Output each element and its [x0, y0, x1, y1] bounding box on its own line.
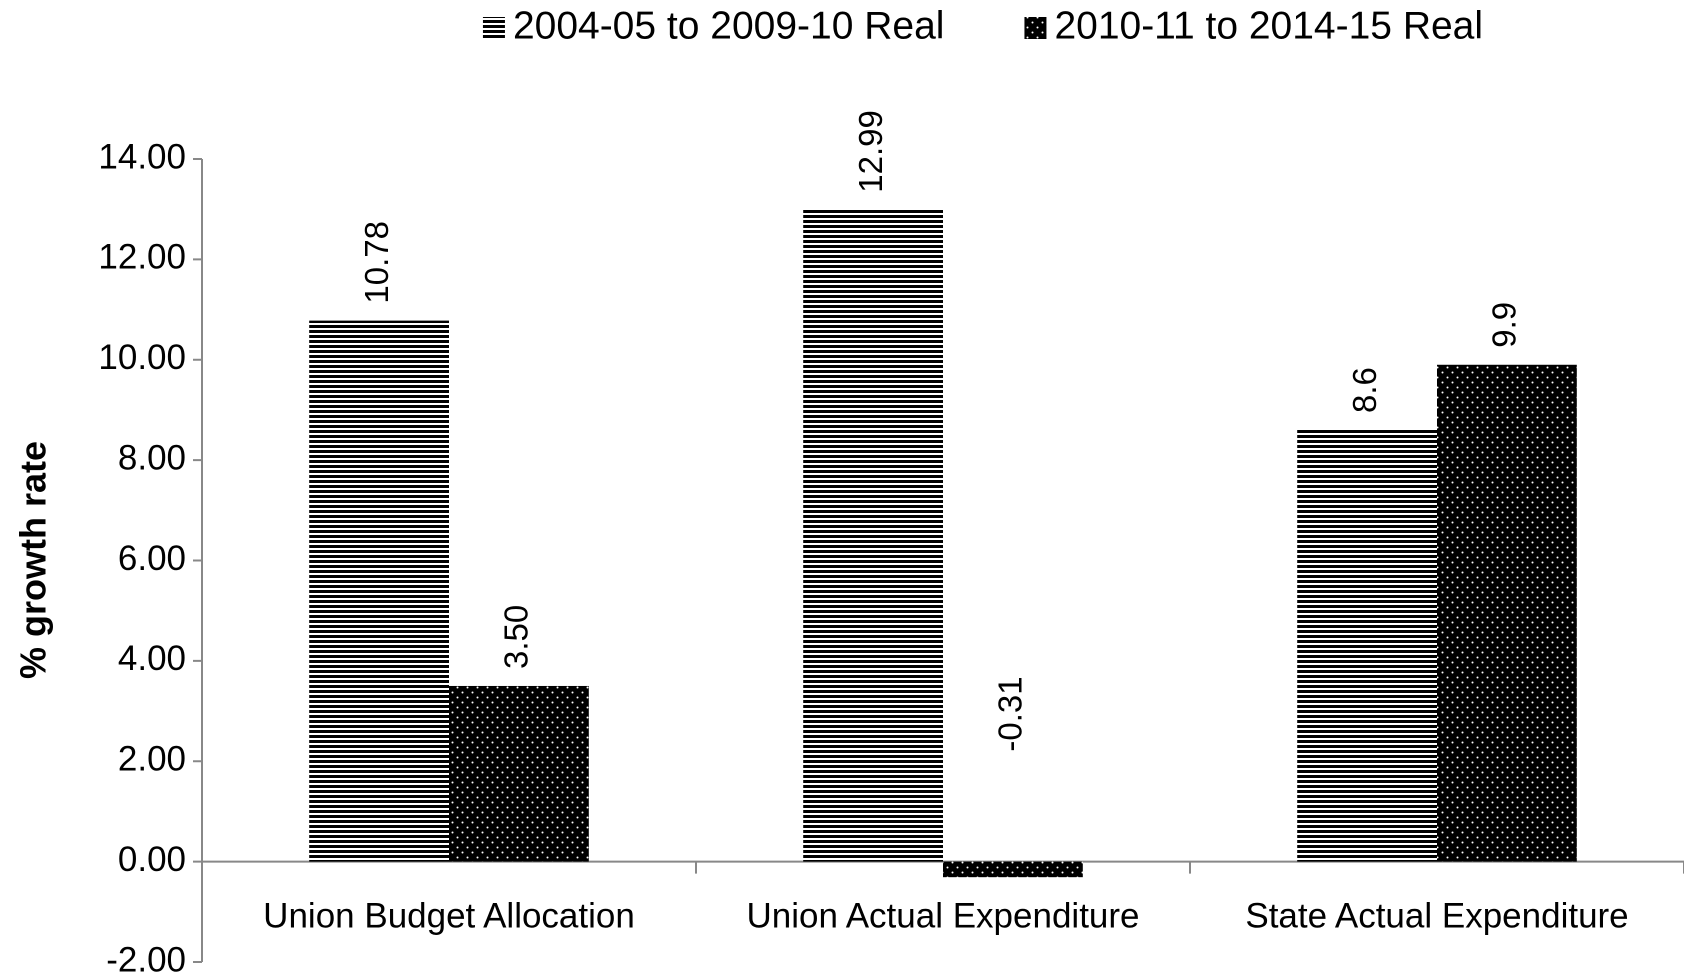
data-label: 10.78 — [358, 221, 395, 304]
data-label: 8.6 — [1346, 367, 1383, 413]
x-tick-label: Union Budget Allocation — [263, 896, 635, 935]
data-label: 9.9 — [1486, 302, 1523, 348]
y-tick-label: 8.00 — [118, 438, 186, 477]
y-axis-title: % growth rate — [13, 441, 54, 679]
data-label: 12.99 — [852, 110, 889, 193]
y-tick-label: 4.00 — [118, 639, 186, 678]
legend-label: 2004-05 to 2009-10 Real — [513, 4, 945, 47]
bar — [943, 861, 1083, 878]
legend-swatch — [482, 17, 505, 39]
x-tick-label: State Actual Expenditure — [1245, 896, 1628, 935]
x-tick-label: Union Actual Expenditure — [746, 896, 1139, 935]
legend-swatch — [1024, 17, 1047, 39]
y-tick-label: 14.00 — [98, 137, 186, 176]
y-tick-label: 0.00 — [118, 840, 186, 879]
bar — [449, 685, 589, 862]
y-tick-label: 6.00 — [118, 539, 186, 578]
data-label: -0.31 — [992, 676, 1029, 751]
bar — [1437, 364, 1577, 862]
y-tick-label: 12.00 — [98, 238, 186, 277]
bar — [803, 209, 943, 862]
bar — [309, 320, 449, 862]
data-label: 3.50 — [498, 605, 535, 669]
y-tick-label: -2.00 — [106, 940, 186, 979]
y-tick-label: 2.00 — [118, 740, 186, 779]
y-tick-label: 10.00 — [98, 338, 186, 377]
legend-label: 2010-11 to 2014-15 Real — [1054, 4, 1483, 47]
bar — [1297, 430, 1437, 862]
